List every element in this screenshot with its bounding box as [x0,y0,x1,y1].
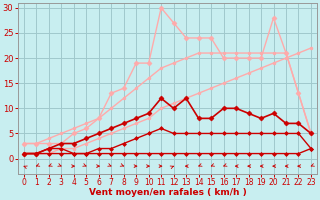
X-axis label: Vent moyen/en rafales ( km/h ): Vent moyen/en rafales ( km/h ) [89,188,246,197]
